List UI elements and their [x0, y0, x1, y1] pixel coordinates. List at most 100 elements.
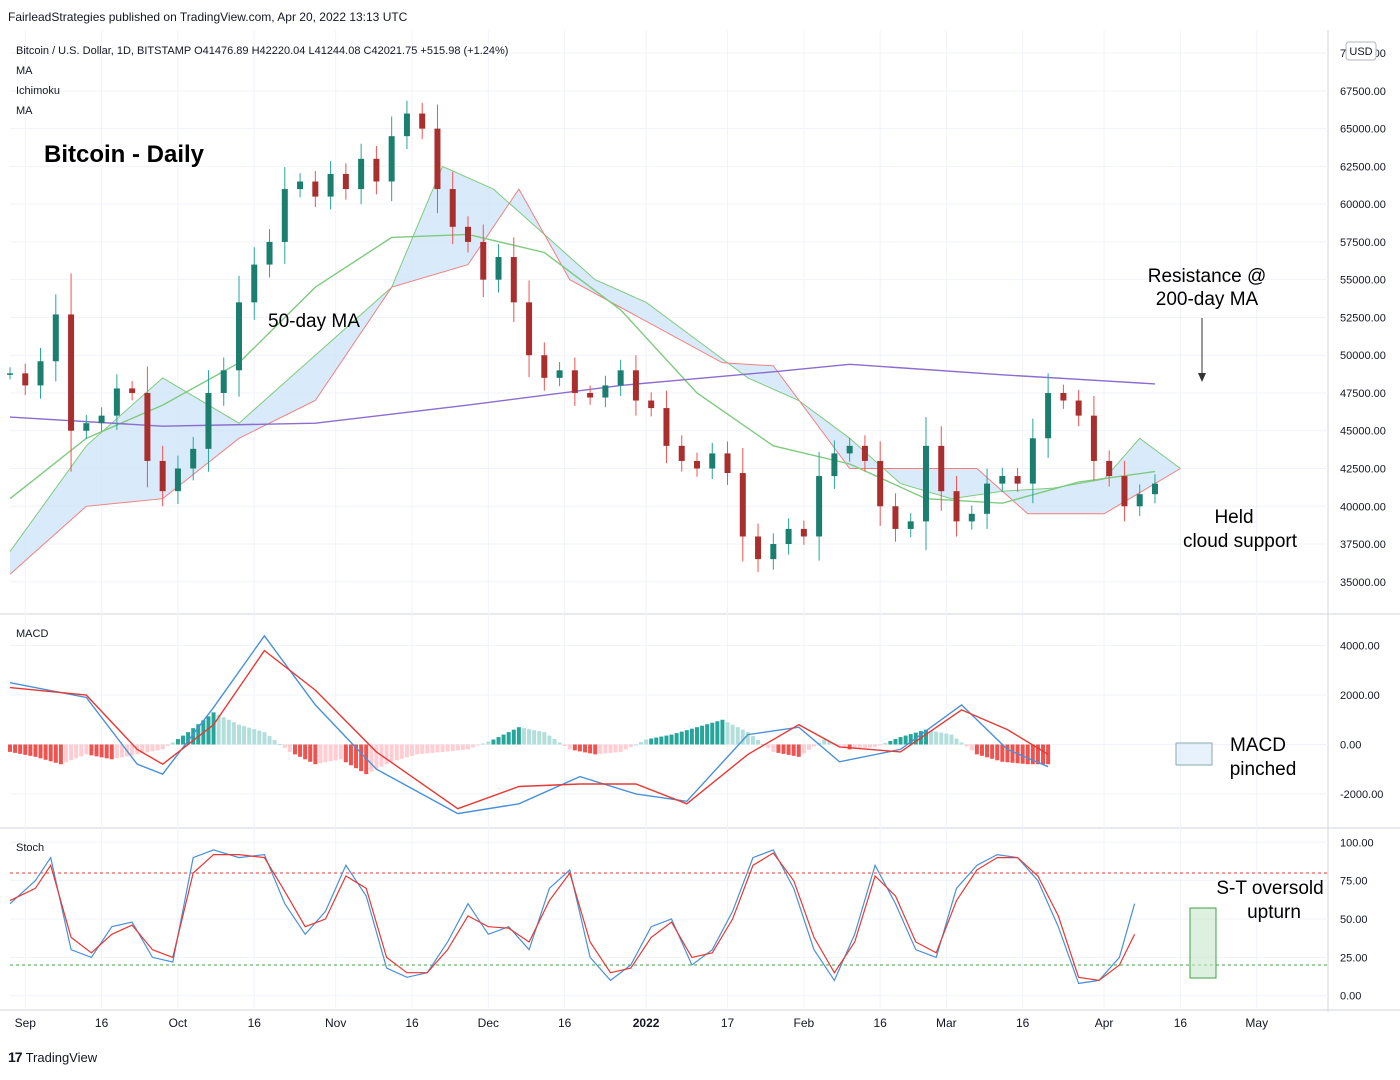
candle-body [1029, 438, 1036, 484]
macd-histogram-bar [221, 717, 226, 745]
macd-histogram-bar [43, 744, 48, 760]
candle-body [770, 544, 777, 560]
candle-body [892, 506, 899, 529]
macd-histogram-bar [659, 736, 664, 745]
macd-histogram-bar [348, 744, 353, 766]
chart-title-annotation: Bitcoin - Daily [44, 141, 205, 168]
macd-histogram-bar [206, 716, 211, 745]
macd-axis-tick: 0.00 [1340, 739, 1361, 751]
macd-histogram-bar [145, 744, 150, 753]
candle-body [907, 521, 914, 529]
price-axis-tick: 35000.00 [1340, 577, 1386, 589]
macd-histogram-bar [384, 744, 389, 765]
macd-histogram-bar [639, 742, 644, 745]
macd-histogram-bar [812, 744, 817, 747]
candle-body [220, 370, 227, 393]
macd-histogram-bar [852, 744, 857, 749]
price-axis-tick: 57500.00 [1340, 237, 1386, 249]
macd-histogram-bar [114, 744, 119, 759]
macd-histogram-bar [873, 744, 878, 747]
macd-histogram-bar [883, 742, 888, 745]
macd-histogram-bar [969, 744, 974, 751]
macd-histogram-bar [801, 744, 806, 754]
macd-histogram-bar [868, 744, 873, 748]
stoch-annotation: upturn [1247, 902, 1301, 923]
macd-histogram-bar [399, 744, 404, 759]
macd-histogram-bar [766, 744, 771, 748]
macd-histogram-bar [923, 729, 928, 745]
time-axis-tick: 17 [721, 1016, 735, 1030]
macd-histogram-bar [995, 744, 1000, 761]
macd-histogram-bar [415, 744, 420, 755]
macd-histogram-bar [267, 736, 272, 745]
ma50-annotation: 50-day MA [268, 311, 360, 332]
macd-histogram-bar [598, 744, 603, 754]
currency-badge[interactable] [1345, 41, 1377, 61]
macd-histogram-bar [404, 744, 409, 758]
candle-body [174, 468, 181, 492]
macd-signal-line [9, 649, 1049, 810]
macd-histogram-bar [806, 744, 811, 750]
macd-histogram-bar [934, 731, 939, 745]
macd-histogram-bar [272, 740, 277, 745]
macd-histogram-bar [1041, 744, 1046, 765]
macd-histogram-bar [715, 721, 720, 745]
ma50-line [9, 233, 1156, 504]
candle-body [312, 181, 319, 197]
macd-histogram-bar [440, 744, 445, 752]
macd-histogram-bar [28, 744, 33, 756]
candle-body [7, 373, 13, 375]
macd-highlight-box [1175, 742, 1213, 766]
candle-body [113, 388, 120, 416]
macd-histogram-bar [165, 744, 170, 746]
candle-body [693, 460, 700, 469]
indicator-legend: Ichimoku [16, 85, 60, 97]
macd-histogram-bar [750, 736, 755, 745]
macd-histogram-bar [191, 728, 196, 745]
candle-body [68, 314, 75, 431]
stoch-annotation: S-T oversold [1216, 878, 1323, 899]
macd-histogram-bar [69, 744, 74, 761]
macd-histogram-bar [338, 744, 343, 760]
candle-body [358, 158, 365, 190]
macd-histogram-bar [58, 744, 63, 765]
price-axis-tick: 65000.00 [1340, 124, 1386, 136]
macd-histogram-bar [776, 744, 781, 753]
macd-histogram-bar [445, 744, 450, 752]
price-axis-tick: 62500.00 [1340, 161, 1386, 173]
candle-body [22, 373, 29, 386]
macd-histogram-bar [985, 744, 990, 758]
macd-histogram-bar [323, 744, 328, 763]
macd-histogram-bar [394, 744, 399, 761]
time-axis-tick: 16 [1016, 1016, 1030, 1030]
stoch-highlight-box [1189, 907, 1217, 979]
macd-histogram-bar [496, 737, 501, 745]
macd-histogram-bar [226, 719, 231, 745]
candle-body [98, 415, 105, 424]
price-axis-tick: 45000.00 [1340, 426, 1386, 438]
macd-histogram-bar [150, 744, 155, 752]
macd-histogram-bar [857, 744, 862, 749]
macd-histogram-bar [231, 722, 236, 745]
candle-body [953, 491, 960, 522]
macd-histogram-bar [186, 732, 191, 745]
candle-body [266, 241, 273, 265]
time-axis-tick: Mar [936, 1016, 957, 1030]
stoch-axis-tick: 100.00 [1340, 837, 1374, 849]
macd-histogram-bar [669, 734, 674, 745]
macd-histogram-bar [730, 724, 735, 745]
candle-body [37, 361, 44, 386]
macd-histogram-bar [628, 744, 633, 747]
macd-line [9, 634, 1049, 815]
resistance-annotation: 200-day MA [1156, 289, 1259, 310]
macd-histogram-bar [654, 737, 659, 745]
candle-body [861, 445, 868, 461]
macd-histogram-bar [537, 731, 542, 745]
macd-histogram-bar [1025, 744, 1030, 765]
macd-histogram-bar [262, 732, 267, 745]
macd-histogram-bar [964, 744, 969, 747]
price-axis-tick: 52500.00 [1340, 312, 1386, 324]
tradingview-logo[interactable]: 17 TradingView [8, 1049, 97, 1065]
macd-histogram-bar [18, 744, 23, 754]
indicator-legend: MA [16, 65, 33, 77]
